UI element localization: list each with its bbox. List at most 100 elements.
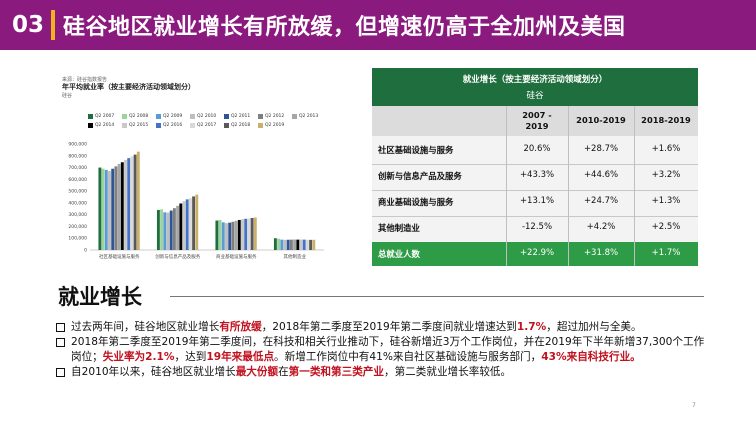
highlight: 43%来自科技行业。 [541, 351, 641, 363]
chart-source: 来源：硅谷指数报告 [62, 77, 108, 83]
text: 过去两年间，硅谷地区就业增长 [71, 321, 220, 333]
text: 自2010年以来，硅谷地区就业增长 [71, 366, 236, 378]
highlight: 有所放缓 [219, 321, 262, 333]
bar [114, 166, 118, 250]
bullet-item: 自2010年以来，硅谷地区就业增长最大份额在第一类和第三类产业，第二类就业增长率… [56, 365, 706, 380]
bar [234, 220, 238, 250]
highlight: 19年来最低点 [206, 351, 275, 363]
section-title: 就业增长 [58, 285, 142, 309]
bar [163, 212, 167, 250]
bar [231, 221, 235, 250]
legend-label: Q2 2018 [231, 123, 251, 128]
bullet-text: 2018年第二季度至2019年第二季度间，在科技和相关行业推动下，硅谷新增近3万… [71, 335, 706, 365]
legend-swatch [224, 114, 229, 119]
legend-item: Q2 2016 [156, 121, 190, 130]
legend-label: Q2 2013 [299, 114, 319, 119]
chart-legend: Q2 2007 Q2 2008 Q2 2009 Q2 2010 Q2 2011 Q2 20… [88, 112, 328, 130]
cell: +1.3% [651, 196, 681, 206]
bar [221, 222, 225, 250]
legend-swatch [224, 123, 229, 128]
bar [302, 239, 306, 250]
bar [160, 209, 164, 250]
bar [156, 209, 160, 250]
row-label: 其他制造业 [378, 223, 420, 233]
bar [188, 198, 192, 250]
row-label: 创新与信息产品及服务 [378, 171, 462, 181]
legend-swatch [122, 123, 127, 128]
legend-swatch [88, 114, 93, 119]
bar [241, 219, 244, 250]
legend-swatch [156, 114, 161, 119]
cell: +24.7% [583, 196, 619, 206]
table-header: 就业增长（按主要经济活动领域划分） 硅谷 [372, 68, 698, 106]
employment-chart: 来源：硅谷指数报告 年平均就业率（按主要经济活动领域划分） 硅谷 Q2 2007… [58, 74, 330, 266]
table-row: 社区基础设施与服务 20.6% +28.7% +1.6% [372, 138, 698, 162]
y-tick-label: 800,000 [68, 153, 87, 159]
checkbox-bullet-icon [56, 338, 65, 347]
legend-label: Q2 2010 [197, 114, 217, 119]
bar [215, 220, 219, 250]
cell: +4.2% [586, 222, 616, 232]
column-divider [506, 106, 507, 266]
bar [293, 239, 297, 250]
bar [218, 219, 222, 250]
bar [253, 217, 257, 250]
bar [169, 210, 173, 250]
bar [172, 208, 176, 250]
text: 在 [278, 366, 289, 378]
legend-label: Q2 2019 [265, 123, 285, 128]
table-row: 创新与信息产品及服务 +43.3% +44.6% +3.2% [372, 164, 698, 188]
checkbox-bullet-icon [56, 323, 65, 332]
legend-item: Q2 2009 [156, 112, 190, 121]
legend-item: Q2 2015 [122, 121, 156, 130]
cell: +22.9% [519, 248, 555, 258]
checkbox-bullet-icon [56, 368, 65, 377]
bar [309, 239, 313, 250]
legend-item: Q2 2014 [88, 121, 122, 130]
text: ，达到 [174, 351, 207, 363]
cell: +44.6% [583, 170, 619, 180]
bar [228, 222, 232, 250]
legend-label: Q2 2007 [95, 114, 115, 119]
legend-item: Q2 2017 [190, 121, 224, 130]
bar [195, 194, 199, 250]
highlight: 失业率为2.1% [102, 351, 175, 363]
legend-label: Q2 2009 [163, 114, 183, 119]
table-total-row: 总就业人数 +22.9% +31.8% +1.7% [372, 242, 698, 266]
text: ，2018年第二季度至2019年第二季度间就业增速达到 [261, 321, 517, 333]
bar [179, 203, 183, 250]
legend-item: Q2 2011 [224, 112, 258, 121]
legend-item: Q2 2010 [190, 112, 224, 121]
text: ，超过加州与全美。 [546, 321, 642, 333]
bar [185, 199, 189, 250]
bar [273, 238, 277, 250]
cell: +1.7% [651, 248, 681, 258]
chart-title: 年平均就业率（按主要经济活动领域划分） [62, 83, 195, 91]
bar-chart-svg: 0 100,000 200,000 300,000 400,000 500,000 600,… [68, 142, 324, 260]
y-tick-label: 700,000 [68, 165, 87, 171]
bar [299, 239, 303, 250]
x-category-label: 商业基础设施与服务 [216, 253, 257, 260]
column-header: 2018-2019 [641, 115, 691, 125]
bullet-list: 过去两年间，硅谷地区就业增长有所放缓，2018年第二季度至2019年第二季度间就… [56, 320, 706, 380]
employment-growth-table: 就业增长（按主要经济活动领域划分） 硅谷 2007 -2019 2010-201… [372, 68, 698, 266]
bar [124, 159, 127, 250]
column-divider [568, 106, 569, 266]
cell: +13.1% [519, 196, 555, 206]
legend-item: Q2 2012 [258, 112, 292, 121]
bar [277, 238, 281, 250]
bullet-text: 自2010年以来，硅谷地区就业增长最大份额在第一类和第三类产业，第二类就业增长率… [71, 365, 706, 380]
table-row: 商业基础设施与服务 +13.1% +24.7% +1.3% [372, 190, 698, 214]
legend-item: Q2 2013 [292, 112, 326, 121]
row-divider [372, 190, 698, 191]
legend-label: Q2 2016 [163, 123, 183, 128]
text: 。新增工作岗位中有41%来自社区基础设施与服务部门， [274, 351, 542, 363]
bar [108, 171, 111, 250]
legend-swatch [156, 123, 161, 128]
total-label: 总就业人数 [378, 249, 420, 259]
table-region: 硅谷 [526, 91, 544, 101]
highlight: 第一类和第三类产业 [288, 366, 384, 378]
x-category-label: 其他制造业 [284, 253, 307, 260]
bar [120, 162, 124, 250]
legend-swatch [190, 114, 195, 119]
